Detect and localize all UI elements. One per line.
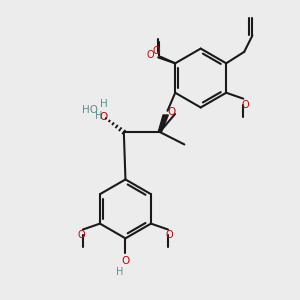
Text: O: O [77, 230, 85, 240]
Text: O: O [166, 230, 173, 240]
Text: O: O [153, 46, 160, 56]
Polygon shape [158, 115, 168, 132]
Text: O: O [168, 107, 176, 117]
Text: O: O [146, 50, 154, 60]
Text: O: O [121, 256, 130, 266]
Text: H: H [100, 99, 108, 109]
Text: O: O [241, 100, 249, 110]
Text: HO: HO [82, 105, 98, 115]
Text: H: H [116, 267, 124, 277]
Text: O: O [99, 112, 107, 122]
Text: H: H [94, 111, 102, 121]
